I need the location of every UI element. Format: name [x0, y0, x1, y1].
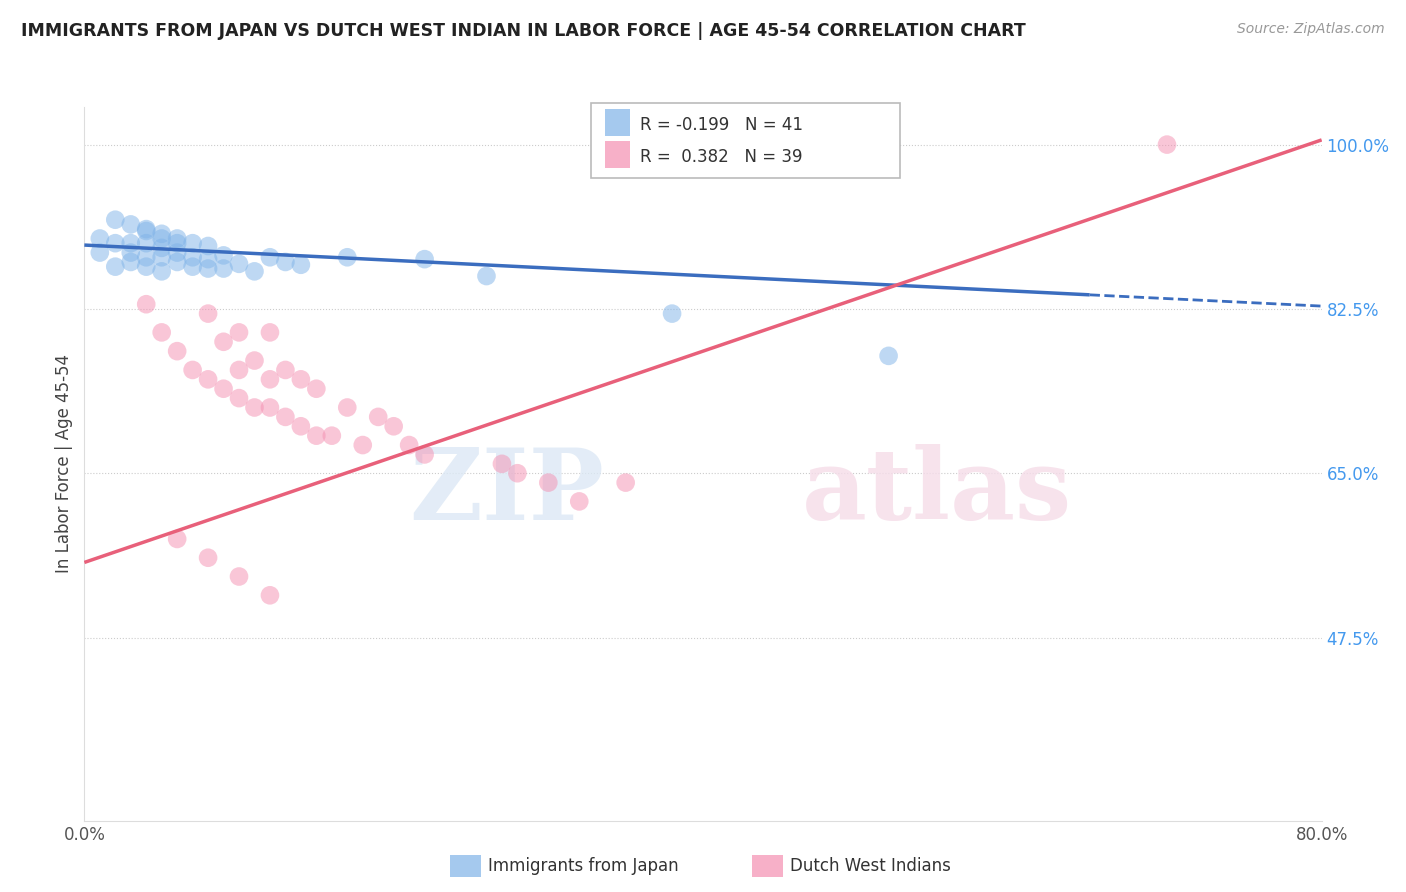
- Point: [104, 260, 127, 274]
- Point: [274, 409, 297, 424]
- Point: [228, 257, 250, 271]
- Y-axis label: In Labor Force | Age 45-54: In Labor Force | Age 45-54: [55, 354, 73, 574]
- Point: [259, 326, 281, 340]
- Point: [321, 428, 343, 442]
- Point: [181, 236, 204, 251]
- Point: [120, 245, 142, 260]
- Point: [135, 236, 157, 251]
- Point: [166, 255, 188, 269]
- Point: [228, 326, 250, 340]
- Point: [305, 382, 328, 396]
- Text: Source: ZipAtlas.com: Source: ZipAtlas.com: [1237, 22, 1385, 37]
- Text: R = -0.199   N = 41: R = -0.199 N = 41: [640, 116, 803, 135]
- Point: [166, 231, 188, 245]
- Text: R =  0.382   N = 39: R = 0.382 N = 39: [640, 148, 803, 166]
- Point: [197, 372, 219, 386]
- Point: [212, 248, 235, 262]
- Text: atlas: atlas: [801, 444, 1073, 541]
- Point: [259, 401, 281, 415]
- Point: [197, 307, 219, 321]
- Point: [382, 419, 405, 434]
- Point: [181, 363, 204, 377]
- Point: [243, 401, 266, 415]
- Point: [290, 372, 312, 386]
- Point: [243, 264, 266, 278]
- Point: [104, 236, 127, 251]
- Point: [150, 241, 173, 255]
- Point: [537, 475, 560, 490]
- Point: [166, 236, 188, 251]
- Point: [135, 297, 157, 311]
- Point: [228, 391, 250, 405]
- Point: [150, 250, 173, 264]
- Point: [197, 252, 219, 267]
- Point: [1156, 137, 1178, 152]
- Point: [259, 588, 281, 602]
- Point: [166, 245, 188, 260]
- Point: [181, 250, 204, 264]
- Point: [336, 250, 359, 264]
- Point: [135, 224, 157, 238]
- Point: [166, 532, 188, 546]
- Point: [150, 227, 173, 241]
- Point: [413, 447, 436, 461]
- Text: Immigrants from Japan: Immigrants from Japan: [488, 857, 679, 875]
- Point: [135, 250, 157, 264]
- Point: [135, 222, 157, 236]
- Point: [413, 252, 436, 267]
- Point: [614, 475, 637, 490]
- Point: [336, 401, 359, 415]
- Point: [89, 245, 111, 260]
- Point: [305, 428, 328, 442]
- Text: IMMIGRANTS FROM JAPAN VS DUTCH WEST INDIAN IN LABOR FORCE | AGE 45-54 CORRELATIO: IMMIGRANTS FROM JAPAN VS DUTCH WEST INDI…: [21, 22, 1026, 40]
- Point: [150, 264, 173, 278]
- Point: [166, 344, 188, 359]
- Point: [228, 363, 250, 377]
- Point: [197, 261, 219, 276]
- Point: [274, 363, 297, 377]
- Point: [212, 261, 235, 276]
- Point: [352, 438, 374, 452]
- Point: [120, 255, 142, 269]
- Point: [135, 260, 157, 274]
- Point: [491, 457, 513, 471]
- Point: [506, 467, 529, 481]
- Point: [259, 372, 281, 386]
- Point: [197, 239, 219, 253]
- Point: [120, 218, 142, 232]
- Point: [274, 255, 297, 269]
- Point: [197, 550, 219, 565]
- Point: [212, 382, 235, 396]
- Point: [367, 409, 389, 424]
- Point: [228, 569, 250, 583]
- Point: [212, 334, 235, 349]
- Point: [243, 353, 266, 368]
- Point: [104, 212, 127, 227]
- Point: [181, 260, 204, 274]
- Point: [89, 231, 111, 245]
- Point: [290, 258, 312, 272]
- Point: [568, 494, 591, 508]
- Point: [120, 236, 142, 251]
- Text: ZIP: ZIP: [409, 444, 605, 541]
- Point: [150, 326, 173, 340]
- Point: [475, 268, 498, 283]
- Point: [290, 419, 312, 434]
- Point: [150, 231, 173, 245]
- Text: Dutch West Indians: Dutch West Indians: [790, 857, 950, 875]
- Point: [398, 438, 420, 452]
- Point: [877, 349, 900, 363]
- Point: [259, 250, 281, 264]
- Point: [661, 307, 683, 321]
